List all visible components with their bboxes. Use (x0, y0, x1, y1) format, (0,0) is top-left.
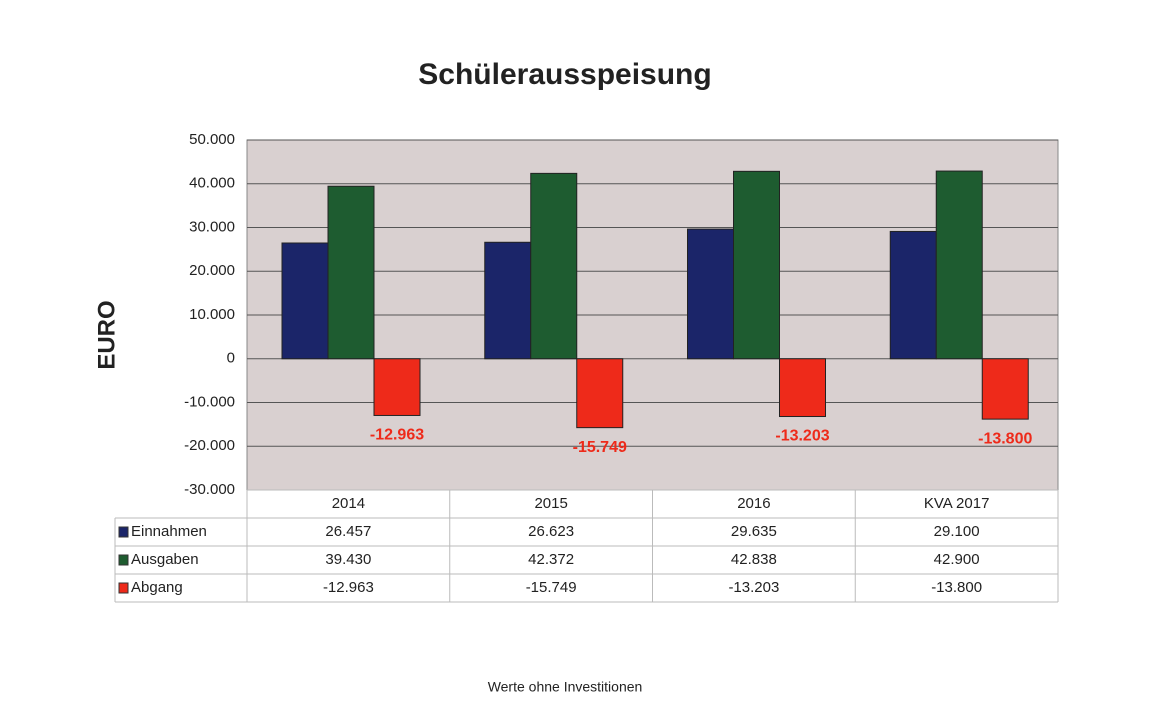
data-label: -12.963 (370, 427, 424, 444)
legend-swatch (118, 526, 129, 538)
footnote: Werte ohne Investitionen (488, 679, 643, 695)
bar (373, 358, 421, 416)
table-cell: -15.749 (526, 579, 577, 596)
bar (530, 172, 578, 360)
y-tick-label: 40.000 (189, 175, 235, 192)
table-cell: -13.800 (931, 579, 982, 596)
x-tick-label: 2015 (534, 495, 567, 512)
y-tick-label: -10.000 (184, 393, 235, 410)
table-cell: 42.900 (934, 551, 980, 568)
y-tick-label: -20.000 (184, 437, 235, 454)
y-axis-label: EURO (93, 300, 120, 369)
y-tick-label: 0 (227, 350, 235, 367)
x-tick-label: KVA 2017 (924, 495, 990, 512)
table-cell: 42.838 (731, 551, 777, 568)
chart-title: Schülerausspeisung (418, 58, 711, 91)
bar (484, 241, 532, 360)
legend-label: Abgang (131, 579, 183, 596)
legend-swatch (118, 554, 129, 566)
bar (281, 242, 329, 360)
legend-swatch (118, 582, 129, 594)
table-cell: -13.203 (728, 579, 779, 596)
bar (576, 358, 624, 429)
bar (779, 358, 826, 418)
y-tick-label: -30.000 (184, 481, 235, 498)
bar (981, 358, 1029, 420)
data-label: -15.749 (573, 439, 627, 456)
x-tick-label: 2014 (332, 495, 365, 512)
legend-label: Ausgaben (131, 551, 199, 568)
table-cell: 26.457 (325, 523, 371, 540)
data-label: -13.800 (978, 430, 1032, 447)
y-tick-label: 50.000 (189, 131, 235, 148)
y-tick-label: 30.000 (189, 218, 235, 235)
y-tick-label: 10.000 (189, 306, 235, 323)
legend-label: Einnahmen (131, 523, 207, 540)
table-cell: 42.372 (528, 551, 574, 568)
x-tick-label: 2016 (737, 495, 770, 512)
bar (327, 185, 375, 360)
table-cell: 29.635 (731, 523, 777, 540)
data-label: -13.203 (775, 428, 829, 445)
bar (687, 228, 734, 360)
y-tick-label: 20.000 (189, 262, 235, 279)
bar (935, 170, 983, 360)
bar (889, 230, 937, 360)
bar (733, 170, 780, 360)
table-cell: 39.430 (325, 551, 371, 568)
table-cell: -12.963 (323, 579, 374, 596)
table-cell: 26.623 (528, 523, 574, 540)
table-cell: 29.100 (934, 523, 980, 540)
